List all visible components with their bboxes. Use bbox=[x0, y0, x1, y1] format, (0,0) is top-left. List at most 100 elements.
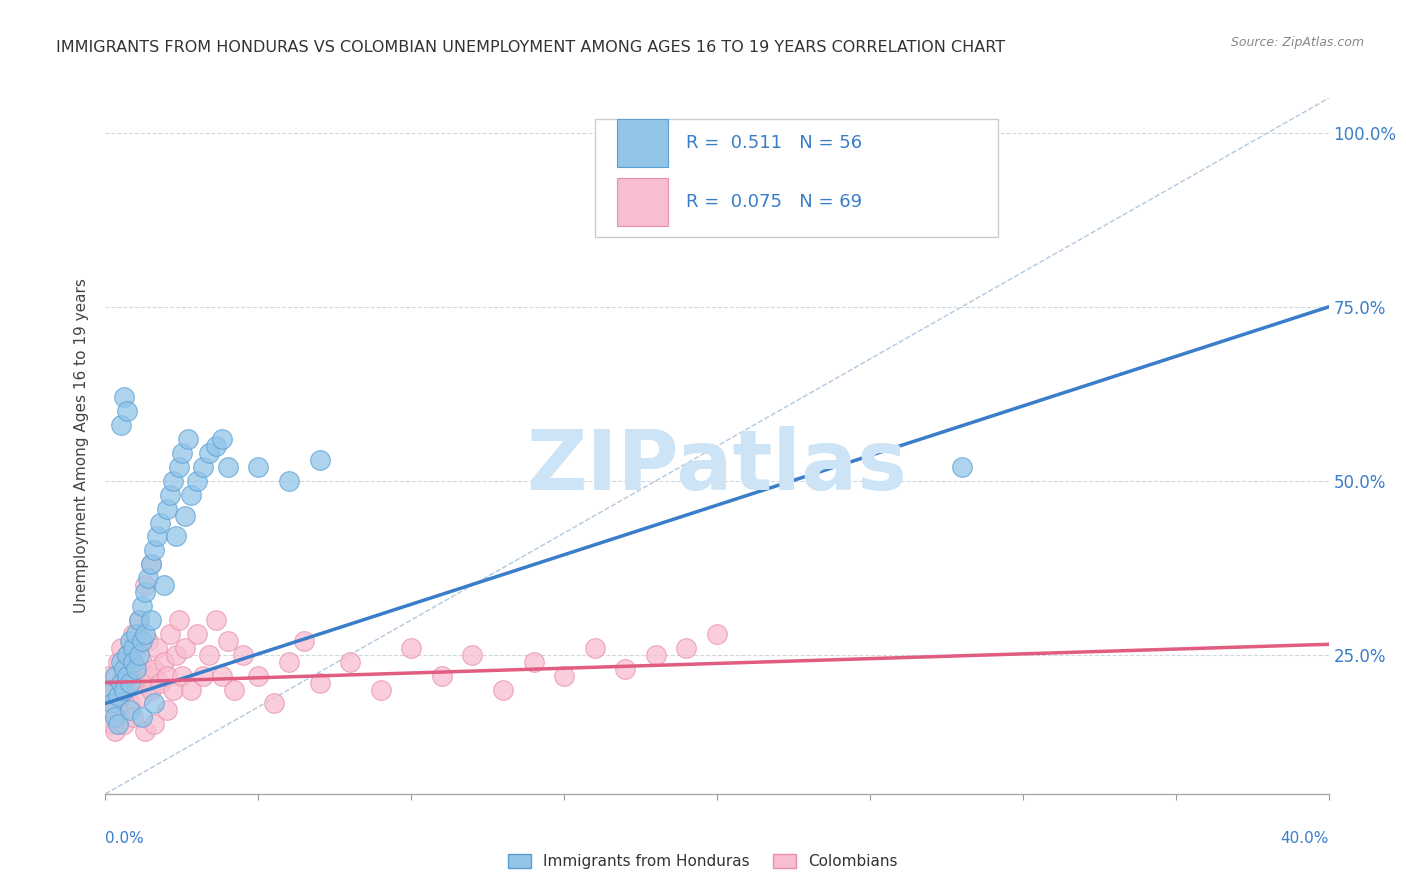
Point bbox=[125, 640, 148, 655]
Point bbox=[143, 717, 166, 731]
Point bbox=[159, 488, 181, 502]
Point bbox=[115, 648, 138, 662]
Point bbox=[155, 703, 177, 717]
Point bbox=[146, 529, 169, 543]
Point bbox=[308, 675, 330, 690]
Point bbox=[461, 648, 484, 662]
Point bbox=[125, 662, 148, 676]
Text: Source: ZipAtlas.com: Source: ZipAtlas.com bbox=[1230, 36, 1364, 49]
Point bbox=[675, 640, 697, 655]
Point bbox=[141, 682, 163, 697]
Point bbox=[180, 488, 202, 502]
Point bbox=[222, 682, 245, 697]
Point bbox=[370, 682, 392, 697]
Point bbox=[141, 558, 163, 572]
Y-axis label: Unemployment Among Ages 16 to 19 years: Unemployment Among Ages 16 to 19 years bbox=[75, 278, 90, 614]
Point bbox=[112, 682, 135, 697]
Point bbox=[104, 724, 127, 739]
Text: 0.0%: 0.0% bbox=[105, 831, 145, 846]
Point bbox=[107, 690, 129, 704]
Point bbox=[553, 668, 575, 682]
Text: R =  0.075   N = 69: R = 0.075 N = 69 bbox=[686, 194, 863, 211]
Point bbox=[193, 668, 215, 682]
Point bbox=[131, 655, 153, 669]
Point bbox=[247, 668, 270, 682]
Point bbox=[950, 459, 973, 474]
Point bbox=[115, 648, 138, 662]
Point bbox=[107, 717, 129, 731]
Point bbox=[131, 690, 153, 704]
Point bbox=[128, 648, 150, 662]
Point bbox=[110, 690, 132, 704]
Point bbox=[155, 668, 177, 682]
Point bbox=[97, 668, 120, 682]
Point bbox=[155, 501, 177, 516]
Text: ZIPatlas: ZIPatlas bbox=[527, 426, 907, 508]
Point bbox=[110, 655, 132, 669]
Point bbox=[177, 432, 200, 446]
Point bbox=[141, 613, 163, 627]
Point bbox=[308, 453, 330, 467]
Point bbox=[118, 633, 141, 648]
Point bbox=[125, 627, 148, 641]
Point bbox=[136, 668, 159, 682]
Point bbox=[122, 655, 145, 669]
Point bbox=[112, 390, 135, 404]
Point bbox=[122, 640, 145, 655]
Point bbox=[107, 703, 129, 717]
Point bbox=[174, 508, 197, 523]
Point bbox=[523, 655, 546, 669]
Point bbox=[107, 655, 129, 669]
Point bbox=[97, 710, 120, 724]
FancyBboxPatch shape bbox=[595, 119, 998, 237]
Point bbox=[125, 675, 148, 690]
Point bbox=[118, 697, 141, 711]
Point bbox=[112, 668, 135, 682]
Point bbox=[128, 613, 150, 627]
Point bbox=[118, 703, 141, 717]
Point bbox=[104, 668, 127, 682]
Point bbox=[115, 668, 138, 682]
Point bbox=[170, 446, 193, 460]
Point bbox=[170, 668, 193, 682]
Point bbox=[100, 717, 122, 731]
Point bbox=[198, 648, 221, 662]
Point bbox=[122, 627, 145, 641]
Point bbox=[162, 682, 184, 697]
Point bbox=[292, 633, 315, 648]
Point bbox=[614, 662, 637, 676]
Point bbox=[167, 613, 190, 627]
Point bbox=[115, 404, 138, 418]
Point bbox=[706, 627, 728, 641]
Point bbox=[211, 668, 233, 682]
Point bbox=[211, 432, 233, 446]
Point bbox=[217, 633, 239, 648]
Point bbox=[430, 668, 453, 682]
Point bbox=[115, 682, 138, 697]
Point bbox=[146, 640, 169, 655]
Point bbox=[143, 662, 166, 676]
Point bbox=[104, 697, 127, 711]
Point bbox=[141, 558, 163, 572]
Point bbox=[143, 543, 166, 558]
Point bbox=[247, 459, 270, 474]
Text: R =  0.511   N = 56: R = 0.511 N = 56 bbox=[686, 134, 863, 152]
Point bbox=[339, 655, 361, 669]
Point bbox=[134, 578, 156, 592]
Point bbox=[112, 717, 135, 731]
Point bbox=[97, 682, 120, 697]
Point bbox=[118, 675, 141, 690]
Point bbox=[131, 599, 153, 613]
Point bbox=[131, 710, 153, 724]
Point bbox=[186, 474, 208, 488]
Legend: Immigrants from Honduras, Colombians: Immigrants from Honduras, Colombians bbox=[502, 848, 904, 875]
Point bbox=[644, 648, 666, 662]
FancyBboxPatch shape bbox=[617, 119, 668, 168]
Point bbox=[112, 662, 135, 676]
Point bbox=[167, 459, 190, 474]
Point bbox=[110, 418, 132, 433]
Point bbox=[165, 648, 187, 662]
Point bbox=[149, 516, 172, 530]
Text: 40.0%: 40.0% bbox=[1281, 831, 1329, 846]
Point bbox=[401, 640, 423, 655]
